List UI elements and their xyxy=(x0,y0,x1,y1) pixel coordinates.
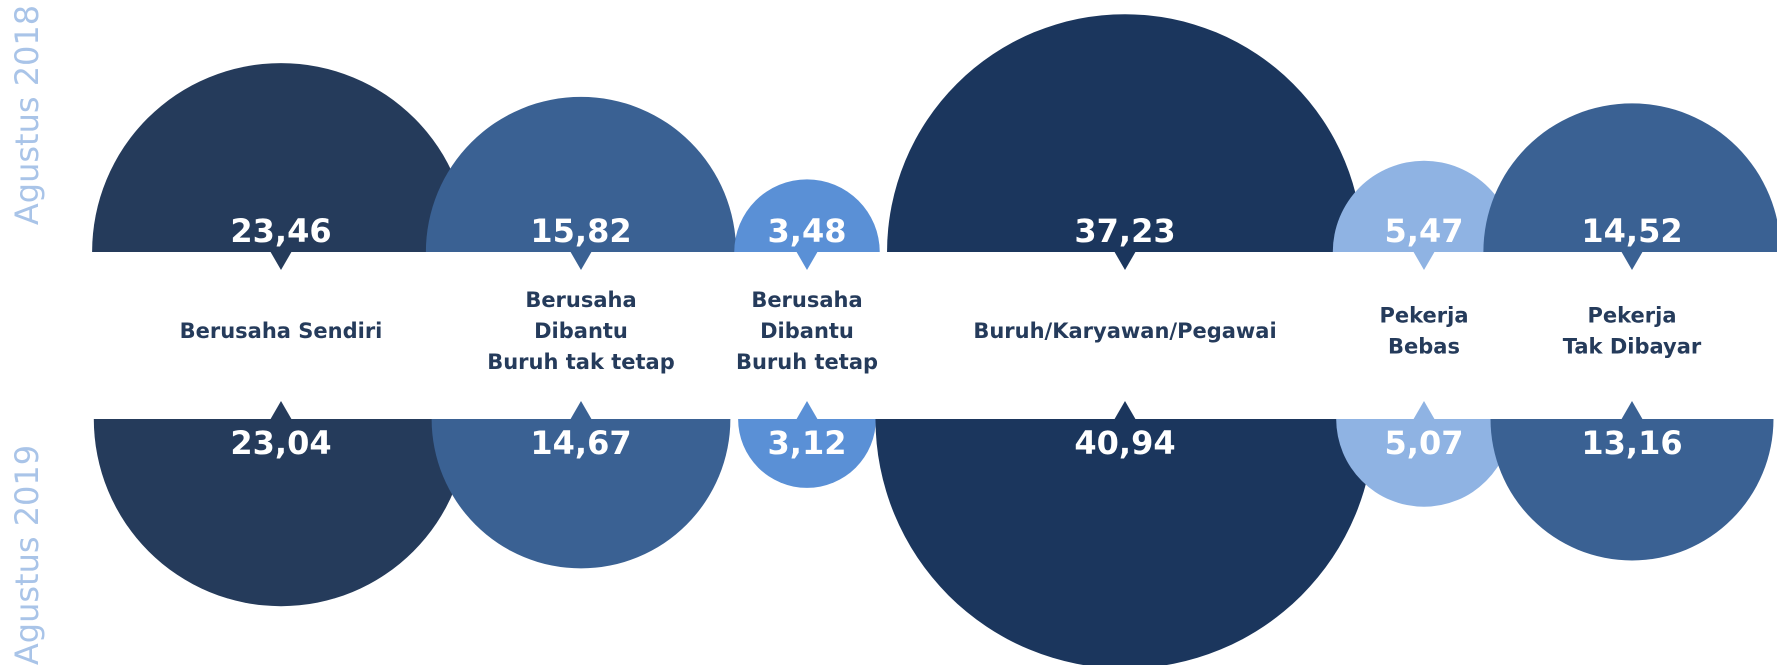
pointer xyxy=(570,251,592,270)
half-bubble xyxy=(1490,419,1774,561)
category-line: Buruh tak tetap xyxy=(487,350,675,374)
category-label: Berusaha Dibantu Buruh tetap xyxy=(736,288,878,374)
value-label: 3,12 xyxy=(768,424,847,462)
pointer xyxy=(1621,251,1643,270)
value-label: 5,07 xyxy=(1385,424,1464,462)
half-bubble xyxy=(875,419,1375,665)
category-line: Pekerja xyxy=(1379,304,1468,328)
series-label: Agustus 2018 xyxy=(8,5,46,225)
category-line: Buruh tetap xyxy=(736,350,878,374)
category-line: Berusaha Sendiri xyxy=(180,319,383,343)
value-label: 40,94 xyxy=(1074,424,1175,462)
category-line: Dibantu xyxy=(760,319,854,343)
category-label: Berusaha Sendiri xyxy=(180,319,383,343)
category-line: Pekerja xyxy=(1587,304,1676,328)
pointer xyxy=(570,401,592,420)
category-line: Tak Dibayar xyxy=(1563,335,1702,359)
pointer xyxy=(1114,251,1136,270)
half-bubble xyxy=(1336,419,1512,507)
category-line: Buruh/Karyawan/Pegawai xyxy=(973,319,1276,343)
pointer xyxy=(1413,401,1435,420)
value-label: 13,16 xyxy=(1581,424,1682,462)
category-label: Pekerja Tak Dibayar xyxy=(1563,304,1702,359)
half-bubble xyxy=(93,419,469,607)
half-bubble xyxy=(738,419,876,488)
pointer xyxy=(796,401,818,420)
half-bubble xyxy=(425,96,737,252)
pointer xyxy=(270,401,292,420)
value-label: 14,67 xyxy=(530,424,631,462)
category-label: Buruh/Karyawan/Pegawai xyxy=(973,319,1276,343)
half-bubble xyxy=(92,63,470,252)
category-label: Pekerja Bebas xyxy=(1379,304,1468,359)
half-bubble xyxy=(1332,160,1516,252)
pointer xyxy=(1114,401,1136,420)
value-label: 14,52 xyxy=(1581,212,1682,250)
pointer xyxy=(1413,251,1435,270)
category-line: Bebas xyxy=(1388,335,1460,359)
pointer xyxy=(270,251,292,270)
value-label: 23,04 xyxy=(230,424,331,462)
category-label: Berusaha Dibantu Buruh tak tetap xyxy=(487,288,675,374)
category-line: Dibantu xyxy=(534,319,628,343)
value-label: 15,82 xyxy=(530,212,631,250)
pointer xyxy=(1621,401,1643,420)
value-label: 5,47 xyxy=(1385,212,1464,250)
value-label: 37,23 xyxy=(1074,212,1175,250)
pointer xyxy=(796,251,818,270)
category-line: Berusaha xyxy=(751,288,862,312)
half-bubble xyxy=(734,179,880,252)
category-line: Berusaha xyxy=(525,288,636,312)
value-label: 23,46 xyxy=(230,212,331,250)
value-label: 3,48 xyxy=(768,212,847,250)
series-label: Agustus 2019 xyxy=(8,445,46,665)
half-bubble xyxy=(1483,103,1777,252)
half-bubble xyxy=(887,14,1363,252)
half-bubble xyxy=(431,419,731,569)
